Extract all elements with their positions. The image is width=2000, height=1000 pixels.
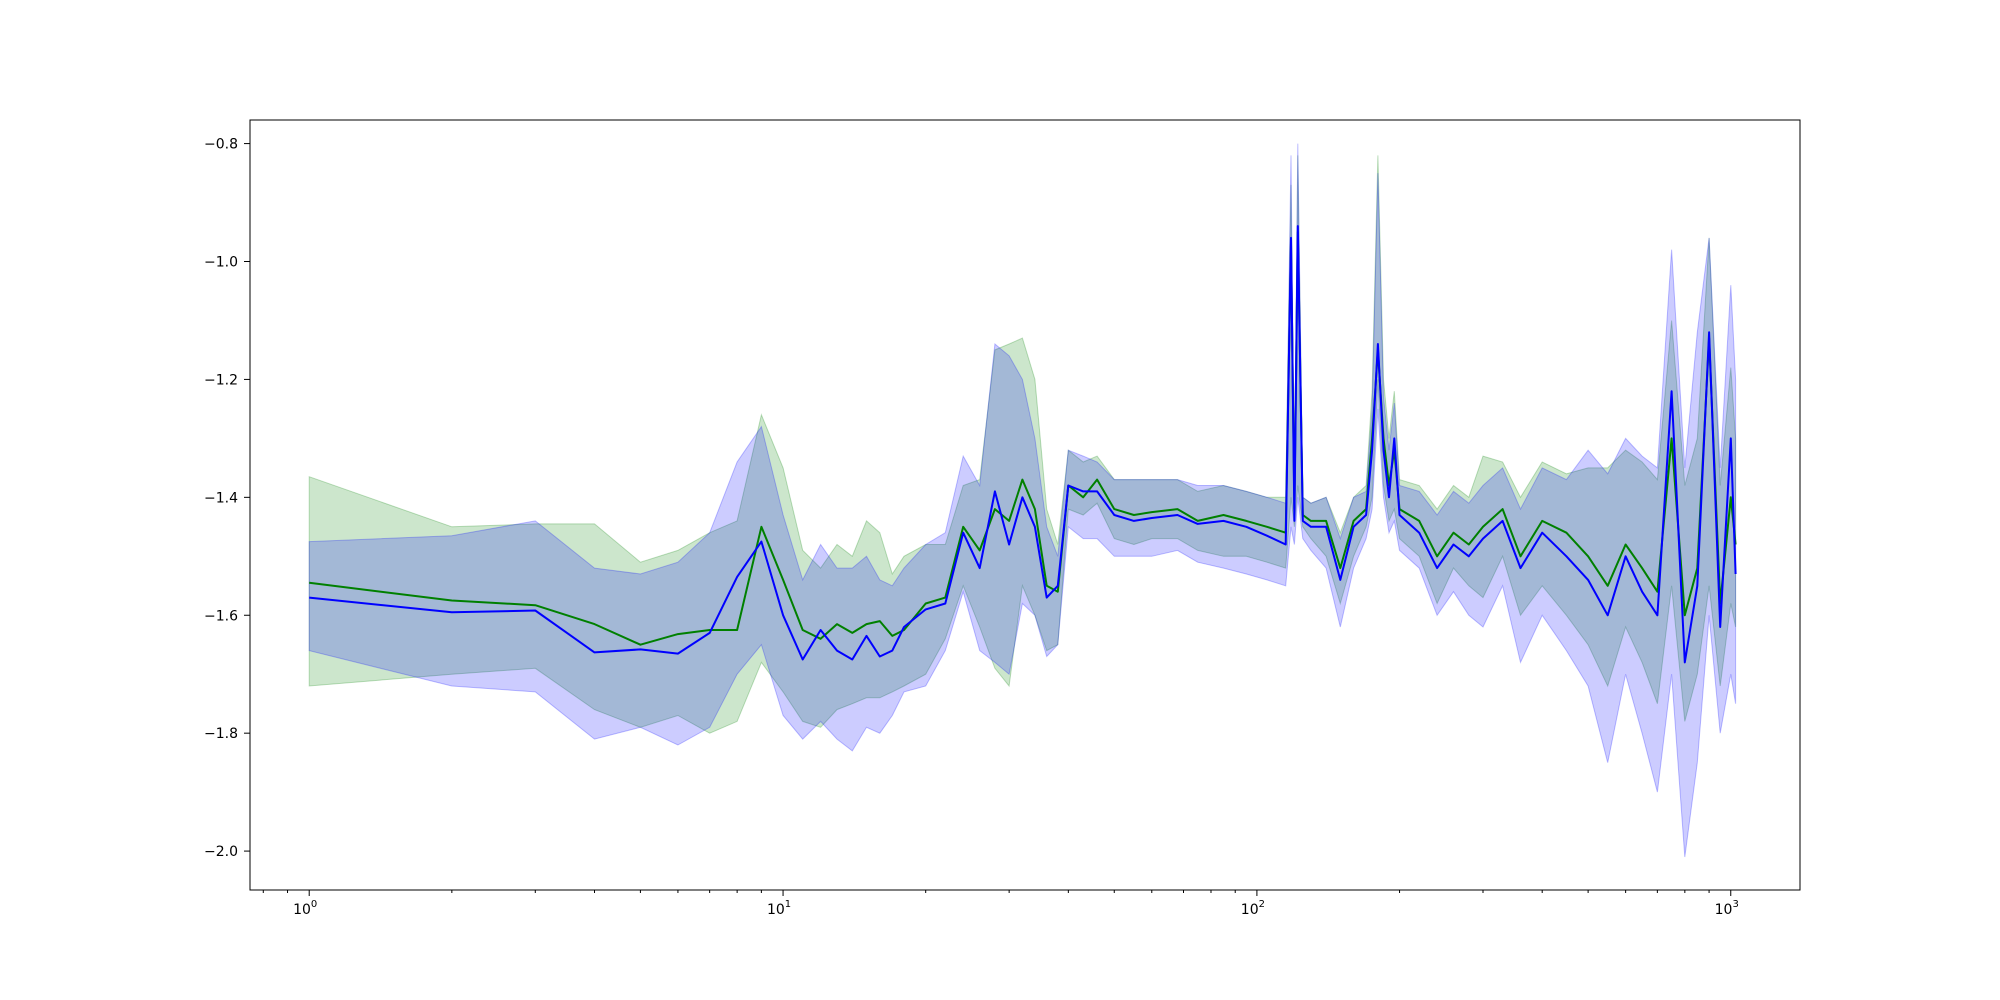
y-tick-label: −1.2 <box>204 372 238 388</box>
series-1-band <box>308 155 1737 734</box>
series-2-line <box>309 225 1737 664</box>
series-1-line <box>309 231 1737 646</box>
y-tick-label: −1.0 <box>204 255 238 271</box>
x-tick-label: 100 <box>293 899 317 918</box>
y-tick-label: −1.4 <box>204 490 238 506</box>
x-tick-label: 101 <box>767 899 791 918</box>
y-tick-label: −1.8 <box>204 726 238 742</box>
y-tick-label: −2.0 <box>204 844 238 860</box>
y-axis: −0.8 −1.0 −1.2 −1.4 −1.6 −1.8 −2.0 <box>204 137 250 860</box>
axes-frame <box>249 119 1801 891</box>
y-tick-label: −1.6 <box>204 608 238 624</box>
plot-area <box>308 143 1737 858</box>
x-axis: 100 101 102 103 <box>262 890 1739 918</box>
x-tick-label: 102 <box>1241 899 1265 918</box>
x-tick-label: 103 <box>1715 899 1739 918</box>
y-tick-label: −0.8 <box>204 137 238 153</box>
